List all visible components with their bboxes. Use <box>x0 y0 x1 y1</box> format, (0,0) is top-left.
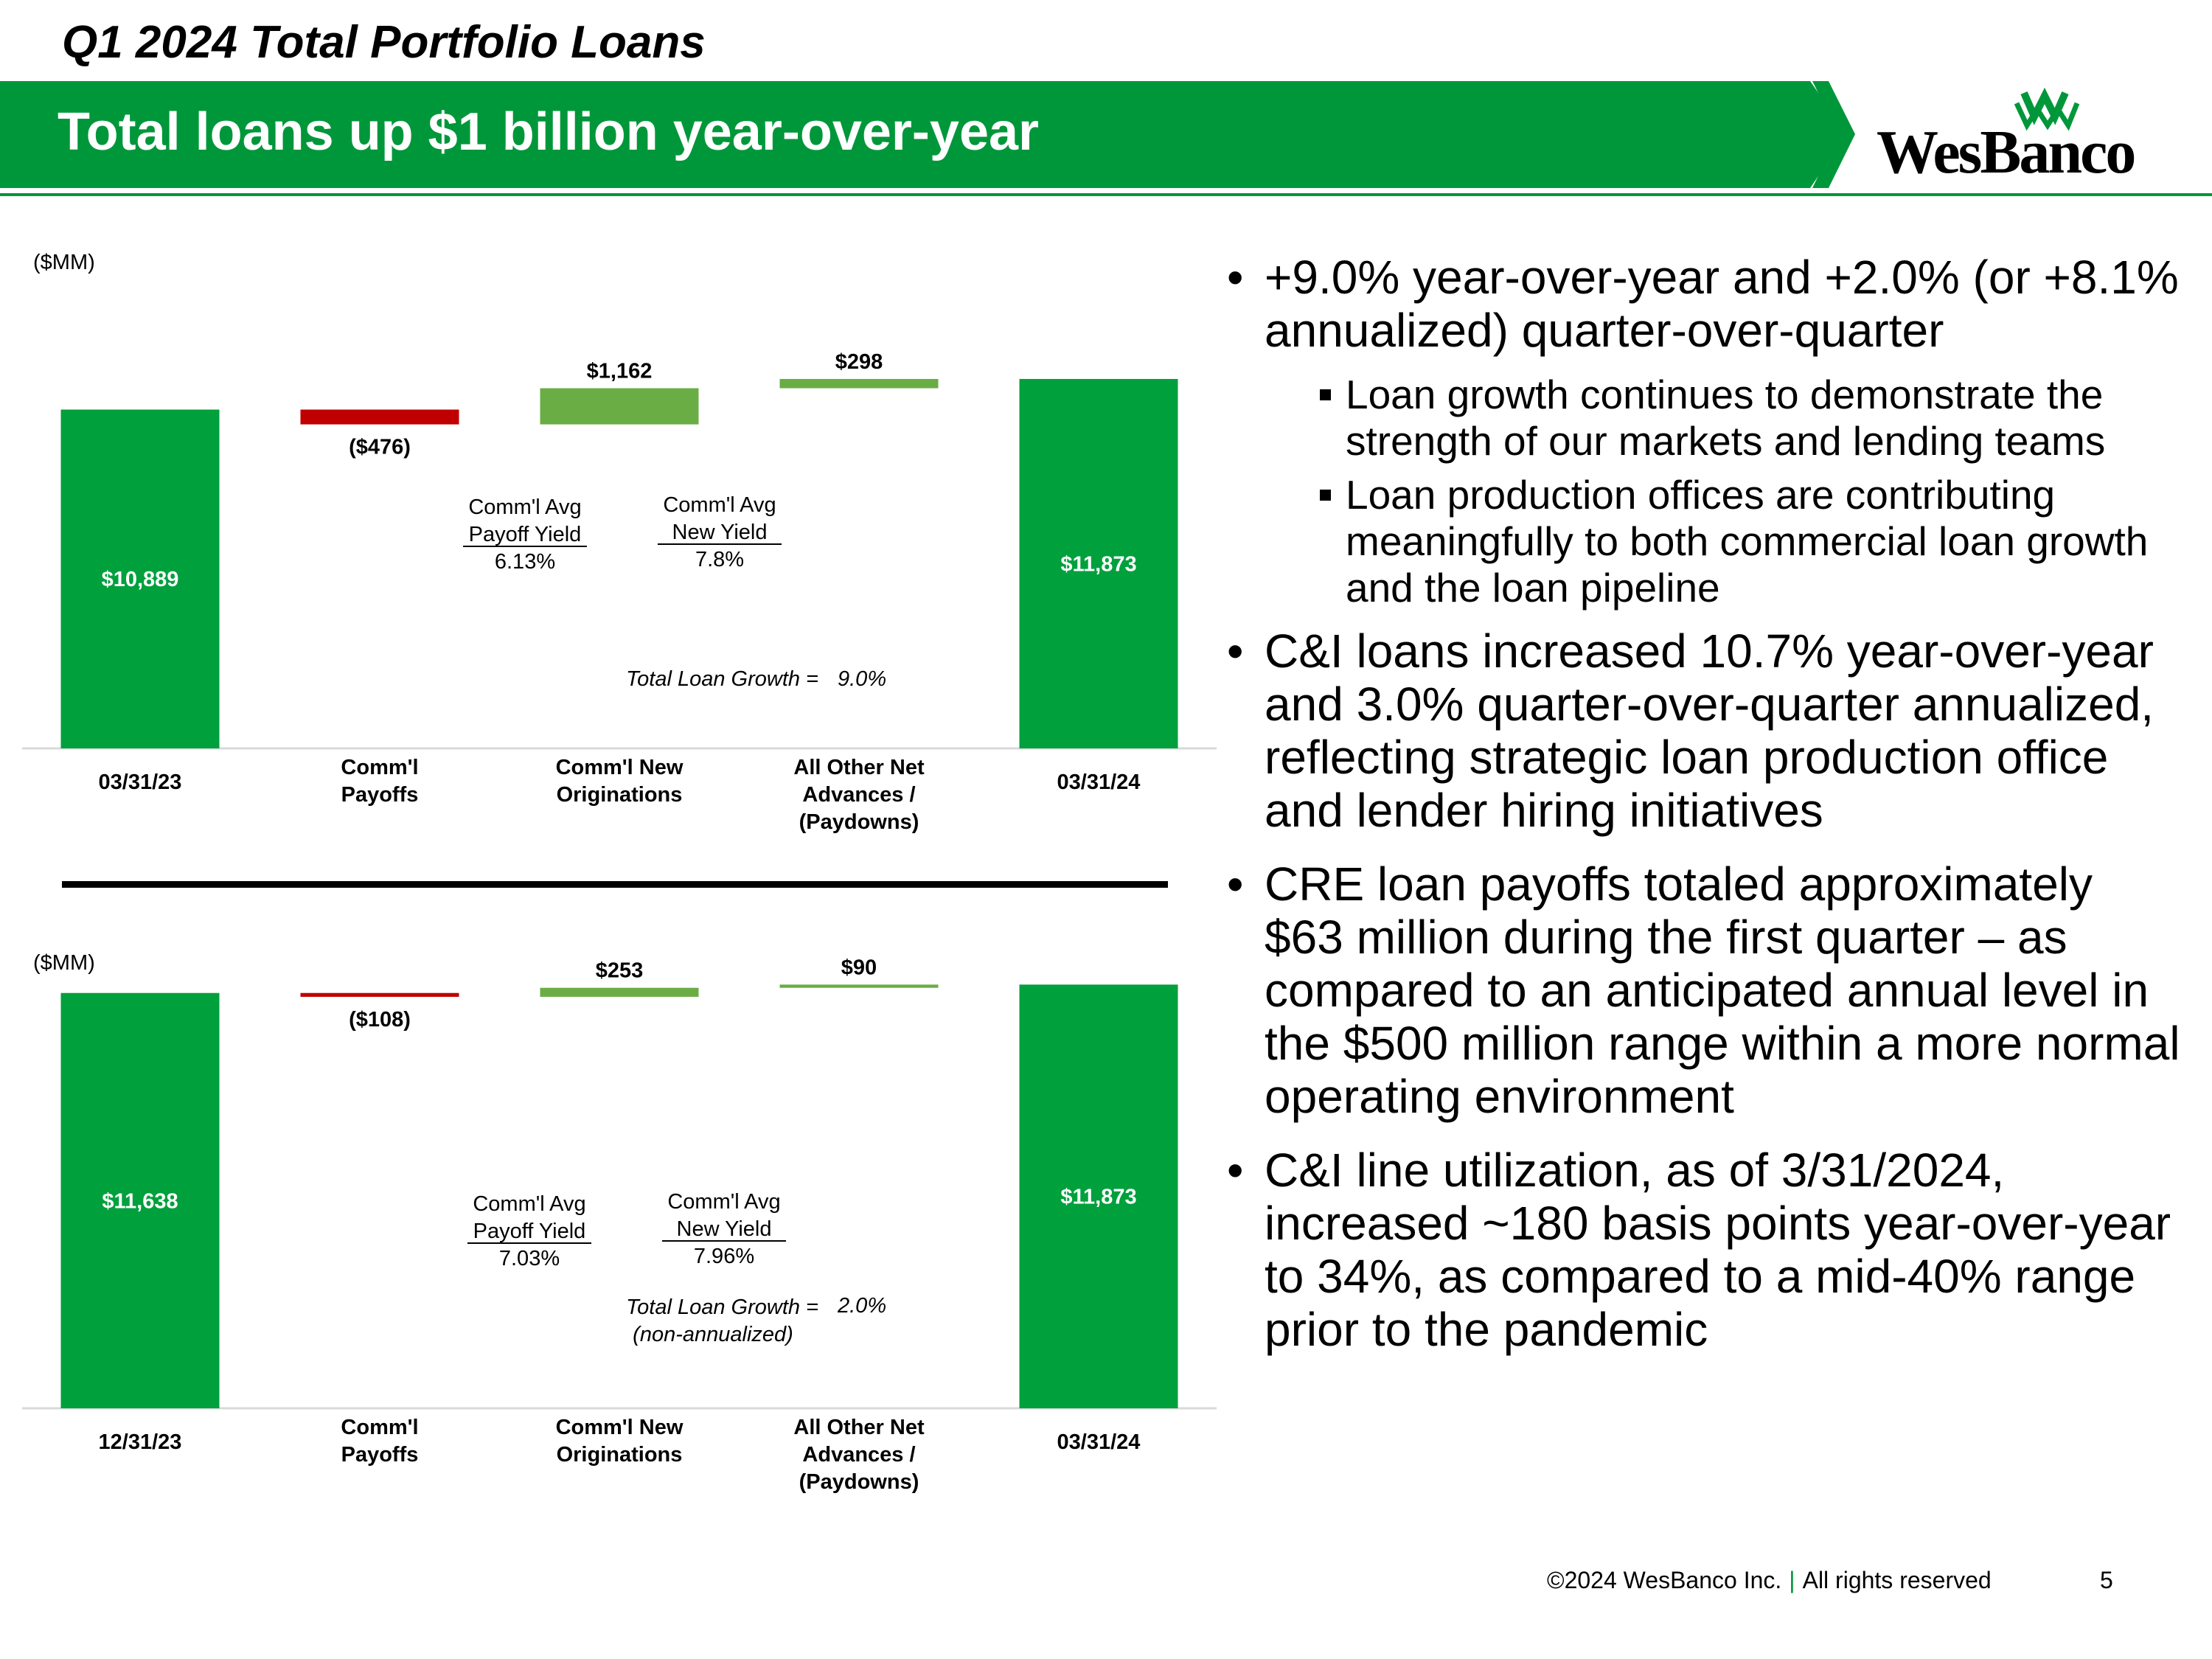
category-label: Originations <box>557 1443 683 1467</box>
data-label: $11,873 <box>1060 1186 1136 1209</box>
bar-4 <box>779 984 939 988</box>
category-label: 03/31/24 <box>1057 1430 1141 1454</box>
category-label: 12/31/23 <box>99 1430 182 1454</box>
footer: ©2024 WesBanco Inc. | All rights reserved <box>1547 1567 1992 1594</box>
bar-1 <box>60 992 220 1408</box>
data-label: $1,162 <box>587 360 653 383</box>
waterfall-charts: ($MM) $10,889 03/31/23 ($476) Comm'l Payoffs $… <box>22 251 1217 1494</box>
slide-title: Q1 2024 Total Portfolio Loans <box>62 17 706 68</box>
bullet-1: +9.0% year-over-year and +2.0% (or +8.1%… <box>1224 251 2183 357</box>
bar-5 <box>1019 984 1178 1408</box>
growth-sub-label: (non-annualized) <box>633 1323 793 1346</box>
category-label: (Paydowns) <box>799 810 919 834</box>
payoff-yield-annotation: Payoff Yield <box>473 1220 586 1243</box>
category-label: Comm'l <box>341 1416 418 1439</box>
category-label: 03/31/24 <box>1057 771 1141 794</box>
data-label: $253 <box>596 959 644 983</box>
payoff-yield-annotation: Comm'l Avg <box>468 495 581 519</box>
bar-5 <box>1019 378 1178 748</box>
data-label: $90 <box>841 956 877 979</box>
payoff-yield-annotation: 7.03% <box>499 1247 560 1270</box>
new-yield-annotation: New Yield <box>672 521 768 544</box>
growth-label: Total Loan Growth = <box>626 667 818 691</box>
bullet-list: +9.0% year-over-year and +2.0% (or +8.1%… <box>1224 251 2183 1377</box>
logo-wordmark: WesBanco <box>1877 118 2136 187</box>
category-label: Payoffs <box>341 1443 419 1467</box>
bar-4 <box>779 378 939 389</box>
data-label: $11,873 <box>1060 552 1136 576</box>
bullet-3: CRE loan payoffs totaled approximately $… <box>1224 858 2183 1123</box>
new-yield-annotation: 7.8% <box>695 548 744 571</box>
growth-value: 9.0% <box>838 667 886 691</box>
page-number: 5 <box>2100 1567 2113 1593</box>
sub-bullet-1-1: Loan growth continues to demonstrate the… <box>1224 372 2183 465</box>
category-label: All Other Net <box>793 756 925 779</box>
data-label: ($108) <box>349 1008 411 1032</box>
bar-2 <box>300 409 459 425</box>
data-label: $11,638 <box>102 1189 178 1213</box>
new-yield-annotation: Comm'l Avg <box>667 1190 780 1214</box>
new-yield-annotation: 7.96% <box>694 1245 754 1268</box>
category-label: Comm'l New <box>556 756 684 779</box>
data-label: $298 <box>835 350 883 374</box>
footer-rights: All rights reserved <box>1802 1567 1992 1593</box>
growth-value: 2.0% <box>837 1294 886 1318</box>
growth-label: Total Loan Growth = <box>626 1295 818 1319</box>
new-yield-annotation: Comm'l Avg <box>663 493 776 517</box>
bar-1 <box>60 409 220 748</box>
payoff-yield-annotation: Payoff Yield <box>469 523 582 546</box>
category-label: (Paydowns) <box>799 1470 919 1494</box>
bar-3 <box>540 388 699 425</box>
payoff-yield-annotation: Comm'l Avg <box>473 1192 585 1216</box>
data-label: $10,889 <box>102 568 179 591</box>
title-banner <box>0 81 1847 188</box>
category-label: Payoffs <box>341 783 419 807</box>
chart-divider <box>62 881 1168 888</box>
category-label: Comm'l New <box>556 1416 684 1439</box>
category-label: Comm'l <box>341 756 418 779</box>
header-rule <box>0 193 2212 196</box>
wesbanco-w-mark-icon <box>2014 87 2080 131</box>
banner-headline: Total loans up $1 billion year-over-year <box>58 102 1040 161</box>
category-label: Originations <box>557 783 683 807</box>
bullet-2: C&I loans increased 10.7% year-over-year… <box>1224 625 2183 837</box>
payoff-yield-annotation: 6.13% <box>495 550 555 574</box>
category-label: All Other Net <box>793 1416 925 1439</box>
wesbanco-logo: WesBanco <box>1877 87 2136 187</box>
sub-bullet-1-2: Loan production offices are contributing… <box>1224 472 2183 611</box>
bar-3 <box>540 987 699 997</box>
unit-label: ($MM) <box>33 251 95 274</box>
category-label: Advances / <box>802 783 915 807</box>
footer-copyright: ©2024 WesBanco Inc. <box>1547 1567 1782 1593</box>
unit-label: ($MM) <box>33 951 95 975</box>
category-label: 03/31/23 <box>99 771 182 794</box>
data-label: ($476) <box>349 436 411 459</box>
footer-separator: | <box>1789 1567 1795 1593</box>
category-label: Advances / <box>802 1443 915 1467</box>
bar-2 <box>300 992 459 997</box>
new-yield-annotation: New Yield <box>677 1217 772 1241</box>
bullet-4: C&I line utilization, as of 3/31/2024, i… <box>1224 1144 2183 1356</box>
